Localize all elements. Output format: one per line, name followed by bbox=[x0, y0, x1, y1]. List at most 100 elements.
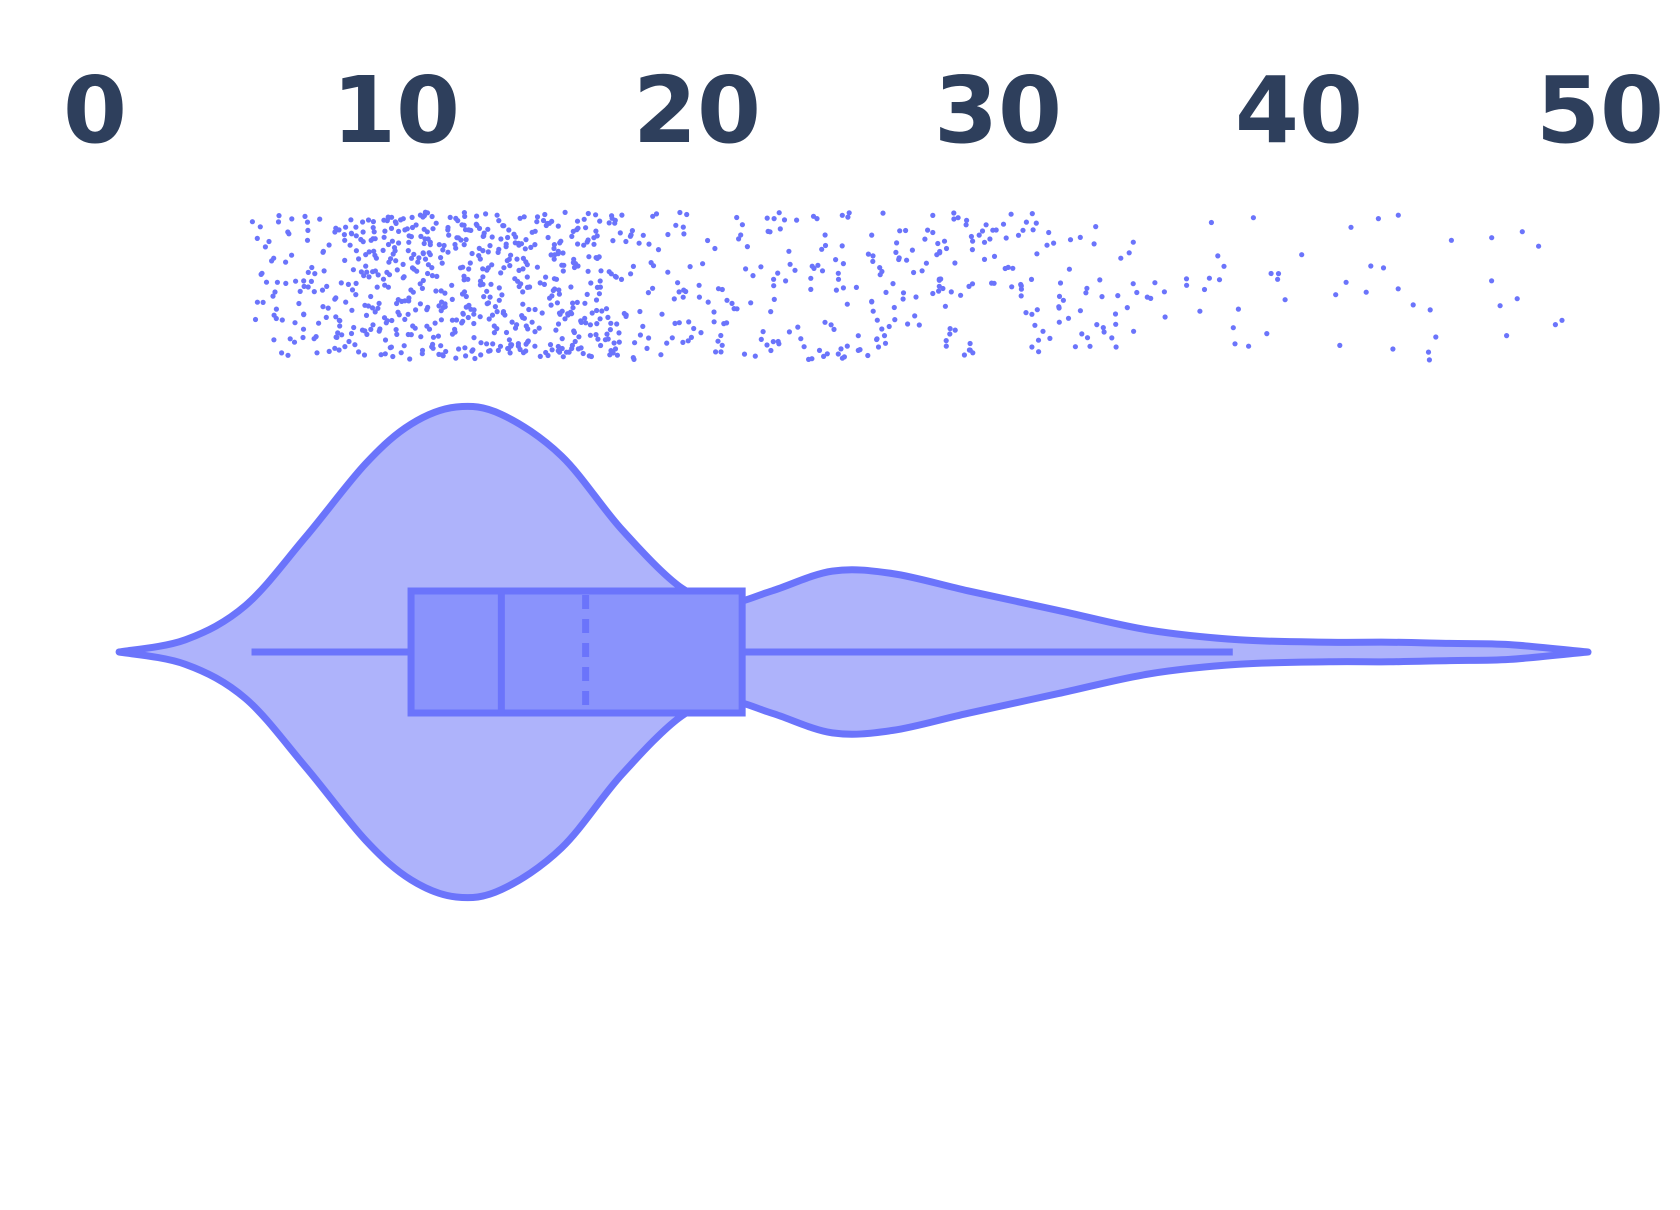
strip-point bbox=[562, 316, 568, 322]
strip-point bbox=[758, 336, 764, 342]
strip-point bbox=[637, 308, 643, 315]
strip-point bbox=[1077, 308, 1083, 314]
strip-point bbox=[272, 289, 278, 295]
strip-point bbox=[553, 276, 560, 282]
strip-point bbox=[748, 300, 754, 306]
strip-point bbox=[389, 214, 395, 220]
strip-point bbox=[427, 252, 433, 258]
strip-point bbox=[463, 237, 469, 243]
strip-point bbox=[1056, 305, 1062, 311]
strip-point bbox=[574, 299, 580, 305]
strip-point bbox=[758, 264, 764, 270]
strip-point bbox=[497, 343, 504, 349]
strip-point bbox=[554, 300, 561, 306]
strip-point bbox=[370, 225, 376, 231]
strip-point bbox=[433, 220, 439, 226]
strip-point bbox=[948, 289, 954, 295]
strip-point bbox=[440, 304, 447, 310]
strip-point bbox=[337, 318, 343, 324]
strip-point bbox=[520, 266, 526, 272]
strip-point bbox=[368, 326, 374, 332]
strip-point bbox=[671, 296, 677, 302]
strip-point bbox=[349, 231, 355, 237]
strip-point bbox=[976, 232, 982, 238]
strip-point bbox=[809, 263, 815, 269]
strip-point bbox=[536, 325, 542, 331]
strip-point bbox=[637, 332, 644, 338]
strip-point bbox=[687, 264, 693, 270]
strip-point bbox=[677, 209, 683, 216]
strip-point bbox=[276, 213, 282, 219]
x-tick-label: 50 bbox=[1536, 57, 1664, 164]
strip-point bbox=[471, 311, 477, 317]
strip-point bbox=[529, 229, 535, 235]
strip-point bbox=[293, 278, 299, 284]
strip-point bbox=[609, 215, 615, 221]
strip-point bbox=[1299, 252, 1305, 258]
strip-point bbox=[382, 351, 388, 357]
strip-point bbox=[372, 268, 378, 274]
strip-point bbox=[463, 353, 469, 359]
strip-point bbox=[1427, 307, 1433, 313]
strip-point bbox=[1010, 265, 1016, 271]
strip-point bbox=[260, 299, 266, 305]
strip-point bbox=[822, 232, 828, 238]
strip-point bbox=[942, 303, 949, 309]
strip-point bbox=[734, 306, 740, 312]
strip-point bbox=[484, 341, 490, 347]
strip-point bbox=[406, 295, 412, 301]
strip-point bbox=[396, 240, 402, 246]
strip-point bbox=[408, 234, 414, 240]
strip-point bbox=[452, 329, 458, 335]
strip-point bbox=[394, 300, 400, 307]
strip-point bbox=[487, 294, 493, 300]
strip-point bbox=[808, 286, 814, 292]
strip-point bbox=[394, 331, 400, 337]
strip-point bbox=[607, 327, 614, 333]
strip-point bbox=[364, 331, 370, 337]
strip-point bbox=[1057, 280, 1064, 286]
strip-point bbox=[471, 320, 477, 327]
strip-point bbox=[771, 216, 777, 222]
strip-point bbox=[512, 240, 518, 246]
strip-point bbox=[846, 210, 852, 216]
strip-point bbox=[569, 345, 575, 352]
strip-point bbox=[616, 339, 622, 345]
strip-point bbox=[1206, 275, 1212, 281]
strip-point bbox=[430, 226, 436, 232]
strip-point bbox=[1003, 235, 1009, 241]
strip-point bbox=[529, 319, 535, 325]
strip-point bbox=[359, 327, 366, 333]
strip-point bbox=[1056, 293, 1063, 299]
strip-point bbox=[893, 249, 899, 255]
strip-point bbox=[534, 214, 541, 220]
strip-point bbox=[1268, 270, 1274, 277]
strip-point bbox=[1093, 224, 1099, 230]
strip-point bbox=[349, 287, 356, 293]
strip-point bbox=[970, 350, 976, 356]
strip-point bbox=[1124, 305, 1130, 311]
strip-point bbox=[555, 343, 561, 350]
strip-point bbox=[892, 317, 898, 323]
strip-point bbox=[291, 339, 298, 345]
strip-point bbox=[363, 312, 370, 318]
strip-point bbox=[937, 248, 943, 255]
strip-point bbox=[369, 305, 376, 311]
strip-point bbox=[556, 287, 562, 293]
strip-point bbox=[1113, 321, 1119, 327]
strip-point bbox=[870, 308, 876, 314]
strip-point bbox=[570, 228, 576, 234]
strip-point bbox=[333, 314, 339, 320]
strip-point bbox=[332, 345, 338, 351]
strip-point bbox=[506, 256, 512, 262]
strip-point bbox=[571, 256, 577, 262]
strip-point bbox=[665, 231, 671, 238]
strip-point bbox=[952, 260, 958, 266]
strip-point bbox=[611, 340, 617, 346]
strip-point bbox=[408, 255, 415, 261]
strip-point bbox=[840, 285, 847, 291]
strip-point bbox=[1264, 331, 1270, 337]
strip-point bbox=[1008, 211, 1014, 217]
strip-point bbox=[445, 227, 451, 233]
strip-point bbox=[897, 228, 903, 234]
